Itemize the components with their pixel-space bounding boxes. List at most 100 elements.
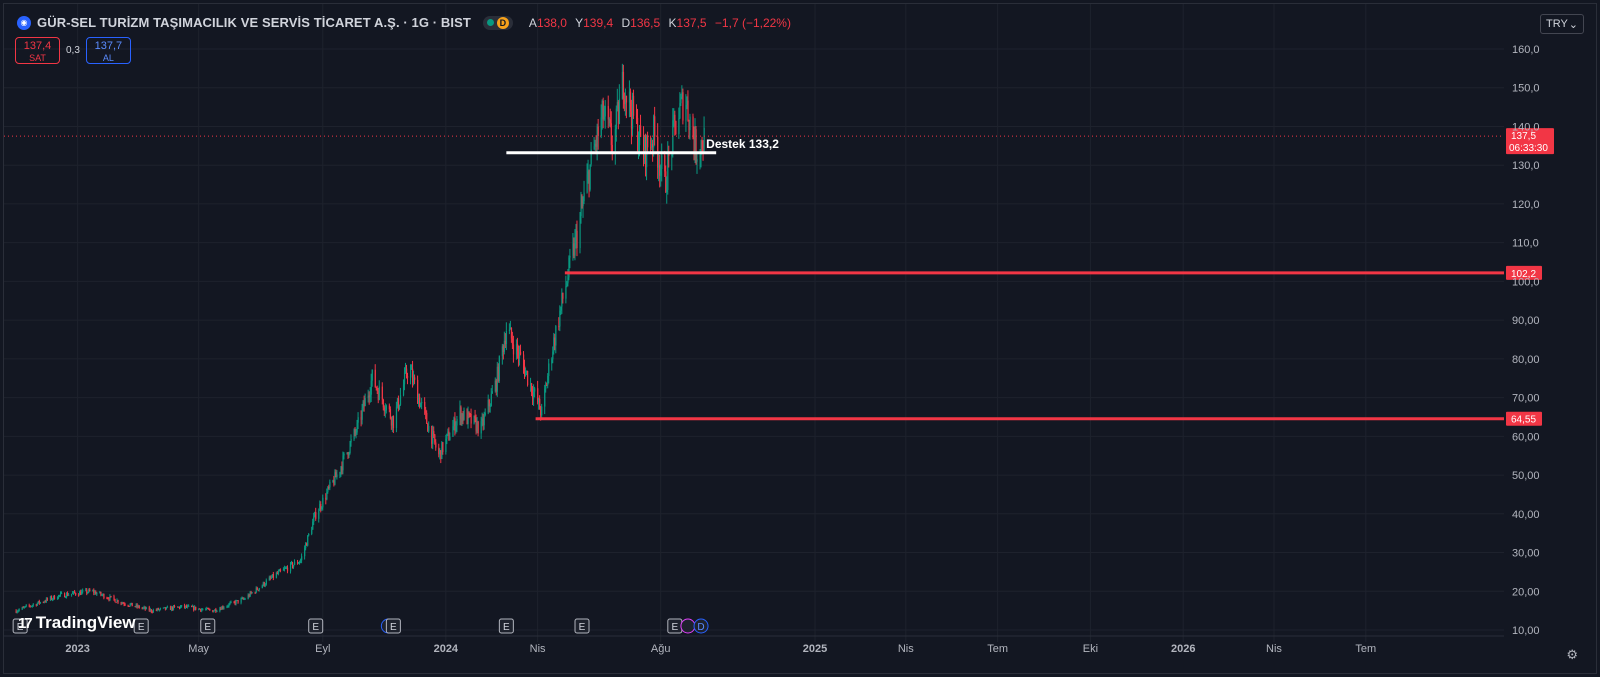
candle-body — [614, 129, 616, 152]
ohlc-open-key: A — [528, 15, 537, 30]
candle-body — [312, 521, 314, 530]
event-marker[interactable] — [680, 618, 696, 634]
level-price-tag — [1506, 265, 1542, 280]
buy-button[interactable]: 137,7 AL — [85, 37, 131, 64]
event-marker[interactable]: E — [667, 618, 683, 634]
candle-body — [162, 607, 165, 609]
candle-body — [640, 125, 642, 137]
candle-body — [297, 561, 299, 564]
candle-body — [36, 603, 38, 606]
chevron-down-icon: ⌄ — [1568, 18, 1578, 31]
event-marker[interactable]: E — [12, 618, 28, 634]
last-price-label: 137,5 — [1511, 131, 1536, 142]
sell-button[interactable]: 137,4 SAT — [15, 37, 60, 64]
event-marker[interactable]: D — [693, 618, 709, 634]
candle-body — [624, 95, 627, 105]
event-marker[interactable]: E — [200, 618, 216, 634]
candle-body — [610, 123, 612, 145]
candle-body — [193, 606, 195, 610]
candle-body — [319, 504, 321, 511]
candle-body — [264, 584, 266, 586]
candle-body — [516, 343, 519, 352]
candle-body — [659, 165, 661, 176]
candle-body — [523, 354, 525, 366]
ohlc-change: −1,7 (−1,22%) — [714, 15, 791, 30]
candle-body — [341, 466, 343, 471]
candle-body — [136, 604, 138, 608]
candle-body — [212, 610, 214, 613]
candle-body — [635, 115, 638, 118]
market-status[interactable]: D — [482, 15, 513, 30]
candle-body — [539, 398, 541, 410]
event-marker[interactable]: E — [574, 618, 590, 634]
candle-body — [129, 604, 131, 607]
candle-body — [588, 171, 590, 190]
candle-body — [94, 591, 96, 594]
candle-body — [240, 598, 242, 603]
candle-body — [399, 395, 402, 405]
candle-body — [279, 569, 282, 571]
candle-body — [254, 592, 256, 594]
candle-body — [455, 425, 457, 432]
time-tick-label: Eki — [1083, 643, 1098, 655]
candle-body — [629, 91, 632, 112]
candle-body — [674, 114, 676, 121]
candle-body — [644, 136, 646, 160]
candle-body — [667, 154, 669, 190]
candle-body — [78, 594, 80, 596]
candle-body — [257, 589, 259, 591]
candle-body — [594, 143, 596, 147]
price-tick-label: 130,0 — [1512, 160, 1540, 172]
candle-body — [51, 598, 54, 600]
candle-body — [66, 593, 68, 598]
candle-body — [178, 606, 180, 608]
candle-body — [271, 574, 274, 578]
currency-dropdown[interactable]: TRY ⌄ — [1540, 14, 1584, 34]
candle-body — [170, 606, 173, 610]
candle-body — [192, 606, 194, 608]
candle-body — [470, 413, 472, 424]
price-tick-label: 160,0 — [1512, 44, 1540, 56]
ohlc-close-key: K — [668, 15, 677, 30]
candle-body — [412, 368, 414, 383]
price-tick-label: 140,0 — [1512, 121, 1540, 133]
candle-body — [237, 600, 239, 603]
candle-body — [113, 596, 115, 600]
candle-body — [517, 351, 520, 359]
candle-body — [385, 405, 388, 411]
candle-body — [277, 571, 280, 574]
gear-icon[interactable]: ⚙ — [1566, 647, 1578, 662]
event-marker[interactable]: E — [385, 618, 401, 634]
candle-body — [618, 98, 621, 124]
candle-body — [101, 594, 103, 596]
candle-body — [675, 120, 677, 134]
earnings-icon — [574, 618, 590, 634]
candle-body — [439, 450, 441, 455]
event-marker[interactable]: E — [498, 618, 514, 634]
candle-body — [42, 602, 45, 604]
candle-body — [476, 421, 478, 432]
tradingview-logo[interactable]: 17 TradingView — [18, 613, 136, 633]
candle-body — [426, 412, 428, 424]
candle-body — [65, 597, 67, 599]
candle-body — [328, 486, 330, 488]
price-tick-label: 30,00 — [1512, 548, 1540, 560]
candle-body — [30, 606, 32, 608]
candle-body — [169, 606, 172, 610]
candle-body — [332, 480, 334, 482]
candle-body — [120, 602, 122, 604]
candle-body — [428, 425, 430, 432]
candle-body — [99, 591, 101, 594]
candle-body — [326, 492, 328, 500]
candle-body — [632, 95, 635, 116]
candle-body — [519, 352, 522, 355]
event-marker[interactable]: E — [308, 618, 324, 634]
candle-body — [625, 95, 628, 103]
candle-body — [686, 100, 688, 105]
candle-body — [378, 386, 380, 400]
candle-body — [419, 397, 421, 408]
candle-body — [350, 439, 352, 443]
symbol-title[interactable]: GÜR-SEL TURİZM TAŞIMACILIK VE SERVİS TİC… — [37, 15, 471, 30]
event-marker[interactable]: E — [133, 618, 149, 634]
